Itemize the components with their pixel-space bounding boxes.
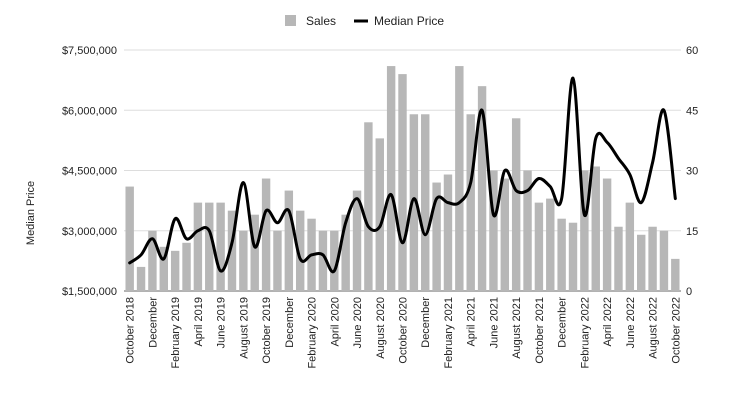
sales-bar xyxy=(216,202,225,291)
median-price-line xyxy=(128,76,677,274)
x-axis-ticks: October 2018 December February 2019 April 2… xyxy=(125,297,683,369)
sales-bar xyxy=(375,138,384,291)
sales-bar xyxy=(466,114,475,292)
x-tick-label: June 2020 xyxy=(352,297,364,348)
x-tick-label: June 2021 xyxy=(488,297,500,348)
sales-bar xyxy=(148,230,157,291)
sales-bar xyxy=(614,226,623,291)
x-tick-label: April 2019 xyxy=(193,297,205,347)
sales-bar xyxy=(557,218,566,291)
y-axis-left-title: Median Price xyxy=(25,181,37,245)
sales-bar xyxy=(250,214,259,291)
sales-bar xyxy=(386,66,396,291)
x-tick-label: December xyxy=(147,297,159,348)
x-tick-label: October 2022 xyxy=(670,297,682,364)
sales-bar xyxy=(136,266,146,291)
sales-bar xyxy=(591,166,600,291)
x-tick-label: February 2022 xyxy=(579,297,591,369)
sales-bar xyxy=(398,74,407,291)
sales-bar xyxy=(455,66,464,291)
sales-bar xyxy=(159,246,168,291)
sales-bar xyxy=(489,170,498,291)
x-tick-label: December xyxy=(557,297,569,348)
y-right-tick-label: 30 xyxy=(686,166,698,178)
sales-bar xyxy=(125,186,134,291)
x-tick-label: February 2020 xyxy=(307,297,319,369)
sales-bar xyxy=(352,190,362,291)
sales-bar xyxy=(330,230,339,291)
sales-bar xyxy=(443,174,453,291)
x-tick-label: June 2019 xyxy=(216,297,228,348)
sales-bar xyxy=(580,170,589,291)
y-left-tick-label: $4,500,000 xyxy=(62,166,117,178)
sales-bar xyxy=(364,122,373,291)
sales-bar xyxy=(273,230,282,291)
sales-bar xyxy=(239,230,248,291)
legend: Sales Median Price xyxy=(285,14,444,28)
sales-bar xyxy=(523,170,532,291)
sales-bar xyxy=(261,178,271,291)
sales-bar xyxy=(625,202,635,291)
sales-bar xyxy=(318,230,328,291)
sales-bar xyxy=(421,114,430,292)
sales-bar xyxy=(546,198,555,291)
x-tick-label: December xyxy=(284,297,296,348)
x-tick-label: October 2020 xyxy=(398,297,410,364)
y-right-tick-label: 15 xyxy=(686,226,698,238)
sales-bar xyxy=(193,202,203,291)
x-tick-label: October 2018 xyxy=(125,297,137,364)
y-right-tick-label: 60 xyxy=(686,45,698,57)
sales-bar xyxy=(659,230,669,291)
sales-bar xyxy=(568,222,578,291)
x-tick-label: April 2022 xyxy=(602,297,614,347)
sales-bar xyxy=(648,226,657,291)
sales-bar xyxy=(500,178,510,291)
sales-bar xyxy=(170,250,180,291)
y-right-tick-label: 0 xyxy=(686,286,692,298)
sales-bar xyxy=(227,210,237,291)
sales-bars xyxy=(125,66,680,292)
x-tick-label: October 2021 xyxy=(534,297,546,364)
x-tick-label: October 2019 xyxy=(261,297,273,364)
y-axis-right-ticks: 0 15 30 45 60 xyxy=(686,45,698,298)
sales-bar xyxy=(511,118,521,292)
sales-bar xyxy=(409,114,419,292)
y-left-tick-label: $1,500,000 xyxy=(62,286,117,298)
x-tick-label: August 2021 xyxy=(511,297,523,359)
y-left-tick-label: $3,000,000 xyxy=(62,226,117,238)
sales-bar xyxy=(637,234,646,291)
sales-bar xyxy=(477,86,487,292)
x-tick-label: February 2019 xyxy=(170,297,182,369)
sales-bar xyxy=(295,210,305,291)
x-tick-label: August 2020 xyxy=(375,297,387,359)
sales-bar xyxy=(534,202,544,291)
legend-label-median-price: Median Price xyxy=(374,14,444,28)
y-left-tick-label: $6,000,000 xyxy=(62,105,117,117)
x-tick-label: February 2021 xyxy=(443,297,455,369)
sales-bar xyxy=(205,202,214,291)
x-tick-label: April 2020 xyxy=(329,297,341,347)
y-axis-left-ticks: $1,500,000 $3,000,000 $4,500,000 $6,000,000… xyxy=(62,45,117,298)
x-tick-label: August 2019 xyxy=(238,297,250,359)
sales-bar xyxy=(182,242,191,291)
x-tick-label: December xyxy=(420,297,432,348)
sales-bar xyxy=(602,178,612,291)
legend-label-sales: Sales xyxy=(306,14,336,28)
legend-swatch-sales xyxy=(285,15,296,26)
sales-bar xyxy=(432,182,441,291)
y-left-tick-label: $7,500,000 xyxy=(62,45,117,57)
sales-bar xyxy=(341,214,350,291)
x-tick-label: August 2022 xyxy=(648,297,660,359)
y-right-tick-label: 45 xyxy=(686,105,698,117)
x-tick-label: June 2022 xyxy=(625,297,637,348)
sales-bar xyxy=(671,258,680,291)
sales-bar xyxy=(284,190,294,291)
x-tick-label: April 2021 xyxy=(466,297,478,347)
